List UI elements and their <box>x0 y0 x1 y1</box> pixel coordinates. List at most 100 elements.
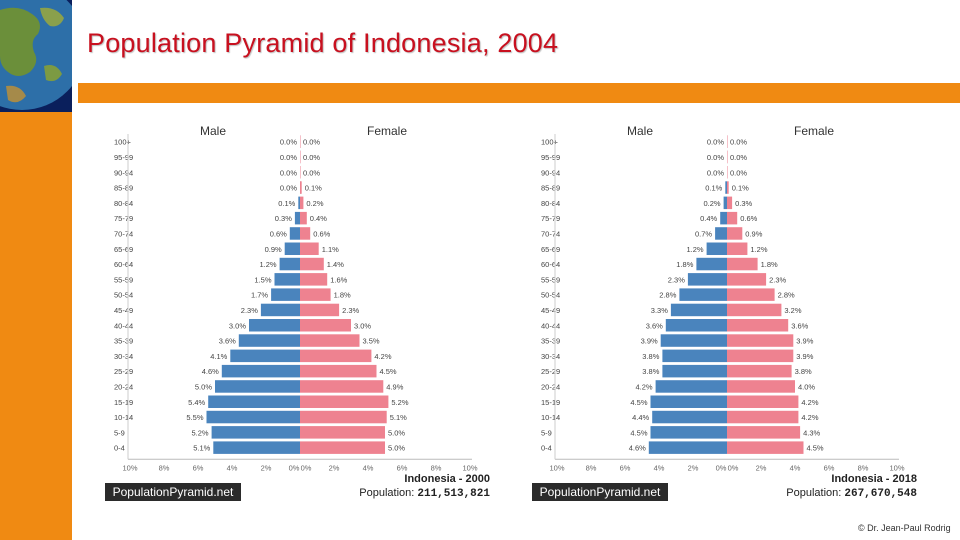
female-bar <box>300 303 340 317</box>
male-value-label: 4.2% <box>635 382 652 391</box>
female-bar <box>727 288 775 301</box>
female-value-label: 4.3% <box>803 428 820 437</box>
female-value-label: 1.8% <box>334 291 351 300</box>
female-value-label: 0.9% <box>745 229 762 238</box>
age-group-label: 40-44 <box>114 321 133 330</box>
male-value-label: 0.3% <box>275 214 292 223</box>
age-group-label: 60-64 <box>114 260 133 269</box>
age-group-label: 60-64 <box>541 260 560 269</box>
female-value-label: 3.8% <box>795 367 812 376</box>
female-value-label: 3.6% <box>791 321 808 330</box>
male-bar <box>662 349 727 363</box>
age-group-label: 45-49 <box>114 306 133 315</box>
male-bar <box>665 319 727 332</box>
female-value-label: 1.6% <box>330 275 347 284</box>
female-bar <box>300 349 372 363</box>
male-bar <box>715 227 727 240</box>
pyramid-2000-plot: Male Female 0.0% 0.0% 100+ 0.0% 0.0% 95-99 0.0% 0… <box>114 124 478 472</box>
female-bar <box>300 319 351 332</box>
age-group-label: 95-99 <box>541 153 560 162</box>
male-value-label: 4.6% <box>202 367 219 376</box>
x-tick-label: 0% <box>301 463 312 472</box>
female-value-label: 3.0% <box>354 321 371 330</box>
slide-title: Population Pyramid of Indonesia, 2004 <box>87 28 559 58</box>
male-bar <box>720 211 727 225</box>
age-group-label: 75-79 <box>114 214 133 223</box>
male-bar <box>208 395 300 408</box>
age-group-label: 65-69 <box>114 245 133 254</box>
male-value-label: 5.0% <box>195 382 212 391</box>
male-bar <box>249 319 300 332</box>
age-group-label: 30-34 <box>114 352 133 361</box>
age-group-label: 25-29 <box>114 367 133 376</box>
male-bar <box>679 288 727 301</box>
male-value-label: 3.6% <box>219 337 236 346</box>
female-value-label: 0.0% <box>730 168 747 177</box>
age-group-label: 85-89 <box>114 184 133 193</box>
age-group-label: 0-4 <box>114 444 125 453</box>
female-value-label: 0.1% <box>732 184 749 193</box>
female-bar <box>300 288 331 301</box>
age-group-label: 5-9 <box>541 428 552 437</box>
x-tick-label: 6% <box>193 463 204 472</box>
female-bar <box>300 150 301 164</box>
male-bar <box>660 334 727 347</box>
female-value-label: 5.1% <box>390 413 407 422</box>
female-bar <box>300 410 387 424</box>
x-tick-label: 6% <box>620 463 631 472</box>
female-bar <box>727 364 792 378</box>
male-value-label: 1.2% <box>686 245 703 254</box>
x-tick-label: 8% <box>431 463 442 472</box>
x-tick-label: 8% <box>858 463 869 472</box>
male-value-label: 4.4% <box>632 413 649 422</box>
pyramid-2018-plot: Male Female 0.0% 0.0% 100+ 0.0% 0.0% 95-99 0.0% 0… <box>541 124 905 472</box>
female-value-label: 0.4% <box>310 214 327 223</box>
male-value-label: 1.5% <box>254 275 271 284</box>
x-tick-label: 2% <box>756 463 767 472</box>
female-value-label: 4.5% <box>380 367 397 376</box>
x-tick-label: 2% <box>329 463 340 472</box>
female-bar <box>727 257 758 271</box>
legend-female: Female <box>794 124 834 138</box>
female-bar <box>300 181 302 194</box>
male-value-label: 0.4% <box>700 214 717 223</box>
female-bar <box>727 395 799 408</box>
female-bar <box>727 303 782 317</box>
age-group-label: 95-99 <box>114 153 133 162</box>
female-value-label: 0.0% <box>730 138 747 147</box>
x-tick-label: 10% <box>462 463 477 472</box>
female-value-label: 0.1% <box>305 184 322 193</box>
female-bar <box>727 380 795 393</box>
male-value-label: 0.0% <box>707 138 724 147</box>
female-bar <box>300 196 304 210</box>
female-bar <box>727 319 789 332</box>
female-value-label: 5.0% <box>388 428 405 437</box>
female-bar <box>727 410 799 424</box>
x-tick-label: 8% <box>159 463 170 472</box>
male-bar <box>723 196 727 210</box>
female-bar <box>300 273 328 286</box>
age-group-label: 0-4 <box>541 444 552 453</box>
x-tick-label: 6% <box>397 463 408 472</box>
age-group-label: 20-24 <box>114 382 133 391</box>
female-bar <box>300 257 324 271</box>
female-value-label: 2.3% <box>769 275 786 284</box>
male-value-label: 0.0% <box>280 153 297 162</box>
male-bar <box>260 303 300 317</box>
male-bar <box>706 242 727 255</box>
legend-female: Female <box>367 124 407 138</box>
female-bar <box>727 135 728 148</box>
female-bar <box>300 380 384 393</box>
female-bar <box>300 242 319 255</box>
female-value-label: 0.0% <box>730 153 747 162</box>
age-group-label: 90-94 <box>114 168 133 177</box>
female-bar <box>300 395 389 408</box>
x-tick-label: 10% <box>122 463 137 472</box>
female-bar <box>727 211 738 225</box>
female-value-label: 4.2% <box>374 352 391 361</box>
male-value-label: 2.3% <box>668 275 685 284</box>
male-value-label: 5.4% <box>188 398 205 407</box>
male-bar <box>274 273 300 286</box>
male-bar <box>670 303 727 317</box>
x-tick-label: 4% <box>363 463 374 472</box>
